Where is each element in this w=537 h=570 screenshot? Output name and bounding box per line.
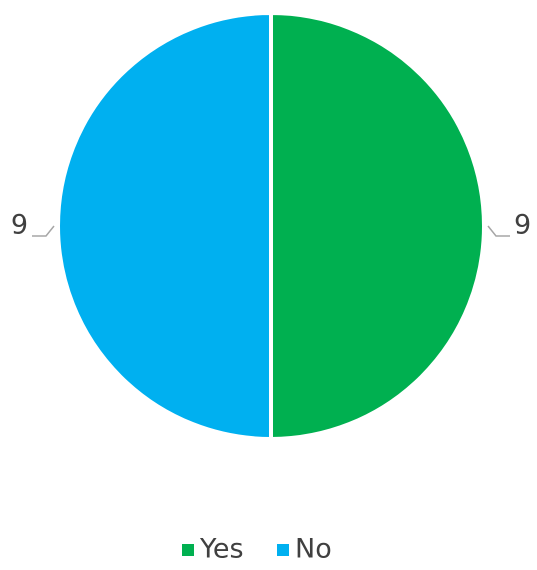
- legend-swatch: [277, 544, 289, 556]
- legend-label: Yes: [199, 534, 244, 565]
- leader-line: [32, 225, 55, 237]
- leader-line: [487, 225, 510, 237]
- legend-label: No: [295, 534, 332, 565]
- pie-slice: [269, 10, 486, 442]
- data-label: 9: [514, 210, 531, 241]
- legend-swatch: [182, 544, 194, 556]
- data-label: 9: [11, 210, 28, 241]
- pie-slice: [56, 10, 273, 442]
